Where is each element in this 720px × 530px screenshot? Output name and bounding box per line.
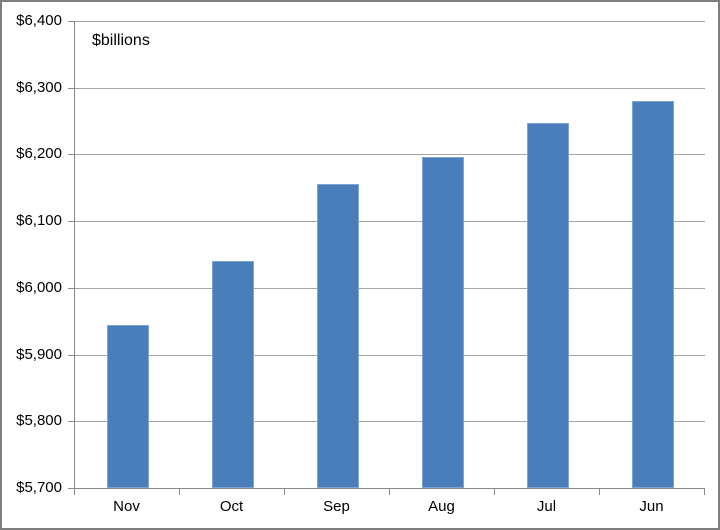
plot-area — [74, 21, 705, 489]
y-axis-tick-label: $5,700 — [16, 479, 62, 496]
x-axis-label-aug: Aug — [428, 498, 455, 515]
y-axis-tick-label: $6,300 — [16, 78, 62, 96]
y-axis-tick-mark — [68, 154, 74, 156]
gridline — [75, 221, 705, 223]
y-axis-tick-label: $6,100 — [16, 212, 62, 230]
bar-jul — [526, 123, 569, 488]
x-axis-label-sep: Sep — [323, 498, 350, 515]
y-axis-tick-label: $5,800 — [16, 412, 62, 430]
y-axis-tick-mark — [68, 221, 74, 223]
bar-nov — [106, 324, 149, 488]
bar-jun — [631, 101, 674, 488]
gridline — [75, 21, 705, 22]
y-axis-tick-mark — [68, 421, 74, 423]
x-axis-tick-mark — [389, 489, 390, 495]
x-axis-label-nov: Nov — [113, 498, 140, 515]
bar-oct — [211, 261, 254, 488]
y-axis-tick-label: $5,900 — [16, 345, 62, 363]
gridline — [75, 287, 705, 289]
y-axis-tick-label: $6,200 — [16, 145, 62, 163]
y-axis-tick-label: $6,400 — [16, 12, 62, 29]
gridline — [75, 421, 705, 423]
x-axis-label-jun: Jun — [639, 498, 664, 515]
y-axis-tick-mark — [68, 21, 74, 22]
y-axis-tick-mark — [68, 488, 74, 489]
x-axis-tick-mark — [179, 489, 180, 495]
units-annotation: $billions — [92, 32, 150, 49]
gridline — [75, 354, 705, 356]
x-axis-label-jul: Jul — [536, 498, 557, 515]
y-axis-tick-mark — [68, 354, 74, 356]
bar-sep — [316, 184, 359, 488]
x-axis-tick-mark — [494, 489, 495, 495]
x-axis-tick-mark — [599, 489, 600, 495]
y-axis-tick-mark — [68, 287, 74, 289]
gridline — [75, 154, 705, 156]
x-axis-tick-mark — [284, 489, 285, 495]
x-axis-tick-mark — [74, 489, 75, 495]
y-axis-tick-label: $6,000 — [16, 278, 62, 296]
bar-aug — [421, 157, 464, 488]
x-axis-tick-mark — [704, 489, 705, 495]
y-axis-tick-mark — [68, 87, 74, 89]
gridline — [75, 87, 705, 89]
x-axis-label-oct: Oct — [219, 498, 244, 515]
